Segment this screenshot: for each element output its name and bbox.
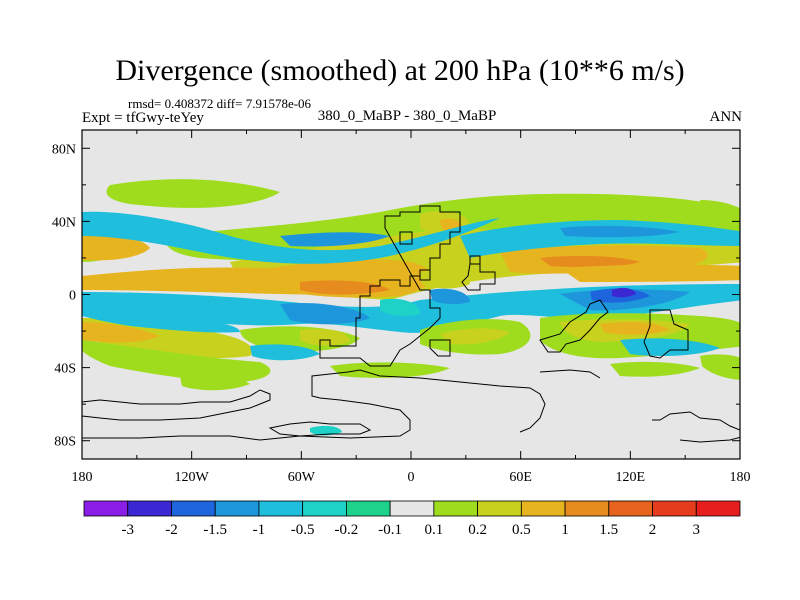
stats-text: rmsd= 0.408372 diff= 7.91578e-06 (128, 96, 312, 111)
field-region (106, 179, 280, 208)
colorbar-label: 0.5 (512, 522, 531, 538)
field-region (430, 288, 470, 305)
x-tick-label: 60E (509, 470, 532, 485)
colorbar-swatch (477, 500, 522, 517)
x-tick-label: 180 (72, 470, 93, 485)
colorbar-label: 3 (693, 522, 701, 538)
colorbar-swatch (433, 500, 479, 517)
coastline-landmass (461, 263, 496, 291)
field-region (82, 211, 500, 264)
colorbar-swatch (695, 500, 741, 517)
coastline-landmass (429, 339, 451, 357)
colorbar-label: 1.5 (599, 522, 618, 538)
axes: 180 120W 60W 0 60E 120E 180 80N 40N 0 40S 80S (52, 130, 751, 485)
field-region (460, 220, 740, 258)
field-region (82, 234, 150, 261)
divergence-field (82, 179, 740, 436)
colorbar-swatch (564, 500, 610, 517)
experiment-label: Expt = tfGwy-teYey (82, 110, 204, 126)
colorbar-swatch (171, 500, 216, 517)
season-label: ANN (709, 109, 743, 125)
colorbar-label: 0.2 (468, 522, 487, 538)
coastline-landmass (419, 269, 431, 281)
colorbar-swatch (608, 500, 653, 517)
x-tick-label: 120E (616, 470, 646, 485)
chart-title: Divergence (smoothed) at 200 hPa (10**6 … (115, 54, 685, 87)
colorbar-swatch (520, 500, 566, 517)
field-region (610, 361, 700, 377)
colorbar-swatch (83, 500, 129, 517)
colorbar-swatch (214, 500, 260, 517)
field-region (82, 306, 240, 333)
field-region (250, 344, 320, 361)
colorbar: -3 -2 -1.5 -1 -0.5 -0.2 -0.1 0.1 0.2 0.5 1 1.5 2 3 (83, 500, 741, 538)
x-tick-label: 120W (175, 470, 210, 485)
coastline-landmass (82, 389, 271, 421)
coastlines (82, 205, 740, 443)
colorbar-swatch (345, 500, 391, 517)
colorbar-label: -1 (253, 522, 266, 538)
colorbar-label: 1 (561, 522, 569, 538)
coastline-landmass (319, 205, 461, 367)
field-region (280, 232, 390, 247)
field-region (420, 269, 470, 289)
field-region (300, 328, 350, 346)
coastline-landmass (652, 411, 740, 443)
colorbar-label: 0.1 (424, 522, 443, 538)
field-region (330, 362, 450, 378)
field-region (82, 322, 160, 343)
coastline-landmass (643, 309, 689, 359)
y-tick-label: 40N (52, 215, 76, 230)
field-region (700, 354, 740, 380)
y-tick-label: 40S (54, 362, 76, 377)
colorbar-label: -0.1 (378, 522, 402, 538)
field-region (380, 298, 420, 317)
field-region (300, 280, 390, 295)
colorbar-swatch (652, 500, 697, 517)
field-region (612, 287, 636, 298)
field-region (700, 200, 740, 236)
colorbar-swatch (302, 500, 347, 517)
colorbar-label: 2 (649, 522, 657, 538)
field-region (560, 225, 680, 238)
field-region (280, 302, 370, 325)
colorbar-swatch (127, 500, 172, 517)
colorbar-swatch (389, 500, 435, 517)
x-tick-label: 180 (730, 470, 751, 485)
colorbar-label: -3 (121, 522, 134, 538)
case-subtitle: 380_0_MaBP - 380_0_MaBP (317, 108, 497, 124)
y-tick-label: 0 (69, 289, 76, 304)
field-region (520, 198, 660, 217)
colorbar-label: -0.5 (291, 522, 315, 538)
y-tick-label: 80N (52, 142, 76, 157)
field-region (560, 264, 740, 282)
colorbar-swatch (258, 500, 304, 517)
coastline-landmass (539, 299, 609, 353)
field-region (620, 338, 720, 356)
coastline-landmass (399, 231, 413, 245)
field-region (440, 328, 510, 345)
colorbar-label: -1.5 (203, 522, 227, 538)
field-region (540, 255, 640, 268)
field-region (600, 322, 670, 335)
coastline-landmass (469, 255, 481, 265)
field-region (180, 374, 250, 391)
y-tick-label: 80S (54, 435, 76, 450)
field-region (82, 340, 271, 382)
x-tick-label: 60W (288, 470, 316, 485)
x-tick-label: 0 (408, 470, 415, 485)
field-region (310, 425, 342, 436)
coastline-landmass (539, 369, 601, 379)
coastline-landmass (268, 421, 372, 437)
colorbar-label: -0.2 (335, 522, 359, 538)
colorbar-label: -2 (165, 522, 178, 538)
